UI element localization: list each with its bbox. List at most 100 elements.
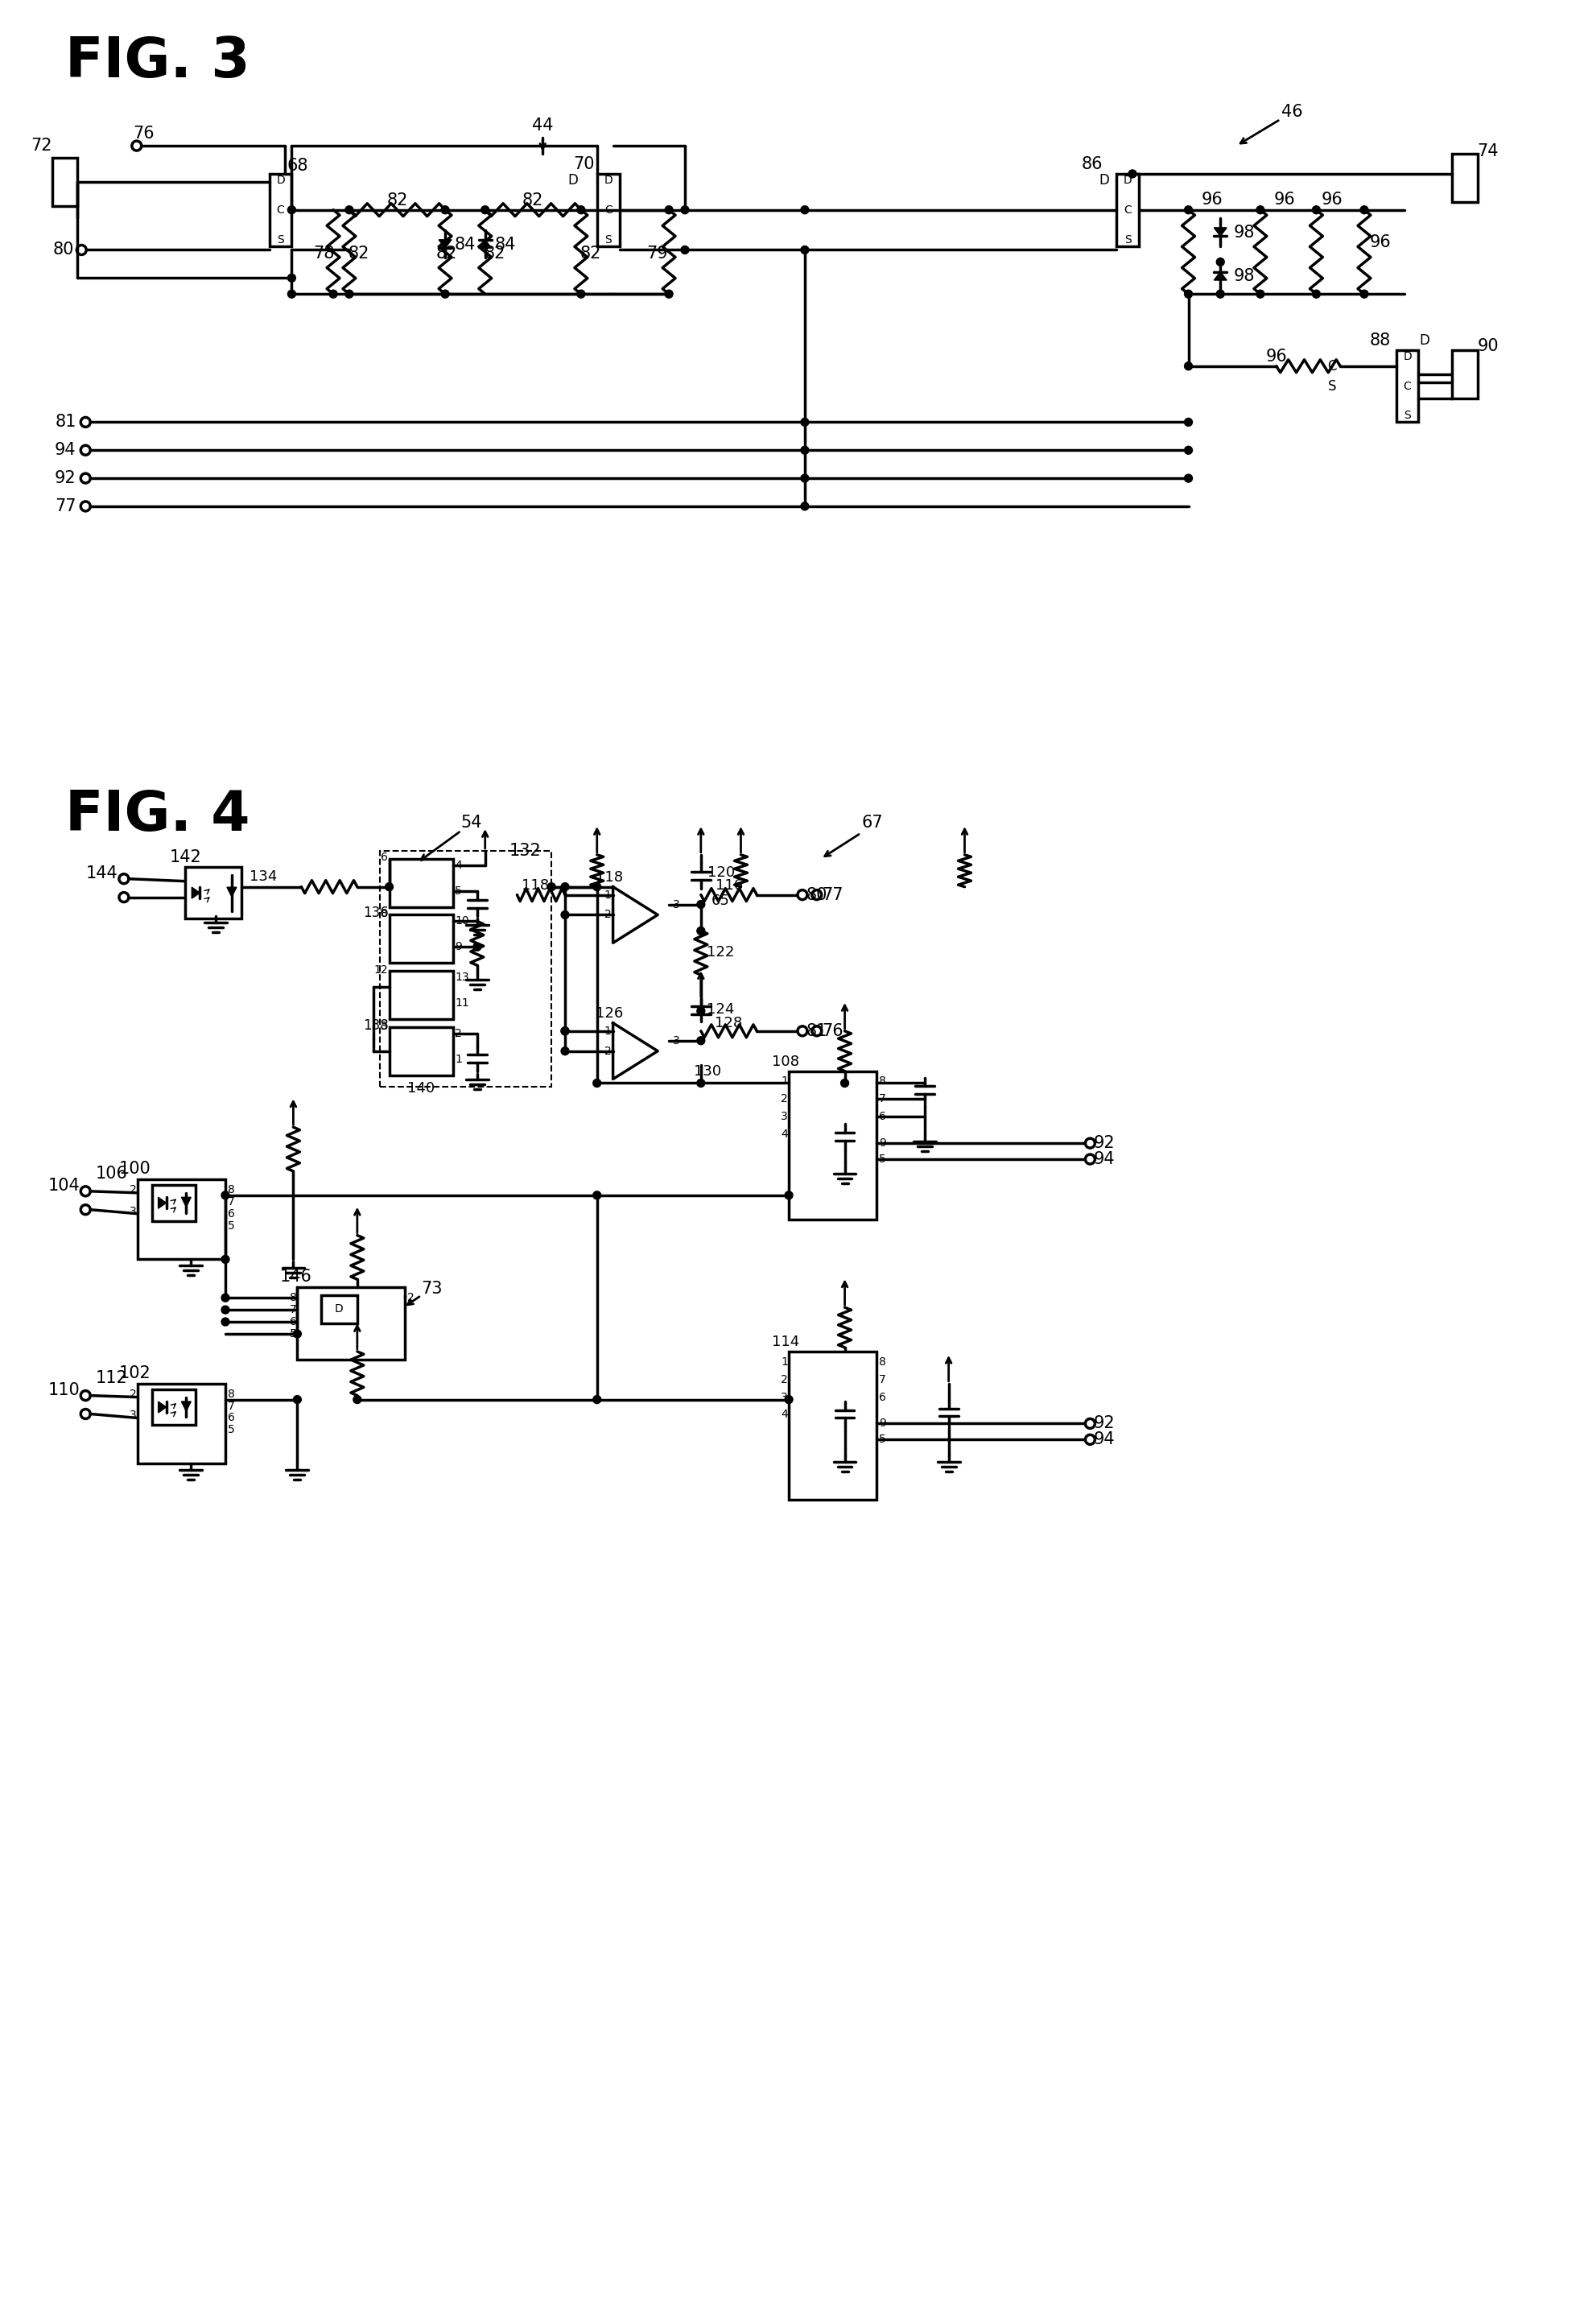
Text: FIG. 4: FIG. 4 [65, 788, 251, 841]
Text: 80: 80 [807, 888, 827, 904]
Circle shape [345, 207, 353, 214]
Bar [138, 1178, 225, 1260]
Circle shape [697, 1037, 705, 1043]
Text: 94: 94 [56, 442, 76, 458]
Text: 92: 92 [56, 469, 76, 486]
Text: 3: 3 [130, 1206, 137, 1218]
Text: S: S [276, 235, 284, 244]
Text: C: C [1404, 381, 1412, 393]
Circle shape [681, 207, 689, 214]
Text: 73: 73 [421, 1281, 441, 1297]
Text: 4: 4 [781, 1129, 788, 1141]
Text: 7: 7 [227, 1401, 235, 1411]
Text: 96: 96 [1274, 191, 1296, 207]
Text: 94: 94 [1094, 1432, 1115, 1448]
Text: 92: 92 [1094, 1134, 1115, 1150]
Circle shape [1312, 290, 1320, 297]
Text: 82: 82 [580, 246, 602, 263]
Text: 5: 5 [289, 1329, 297, 1339]
Text: 2: 2 [781, 1373, 788, 1385]
Circle shape [697, 927, 705, 934]
Text: 9: 9 [880, 1418, 886, 1429]
Circle shape [221, 1318, 229, 1325]
Text: S: S [1124, 235, 1131, 244]
Text: 140: 140 [408, 1081, 435, 1097]
Text: 7: 7 [227, 1197, 235, 1206]
Circle shape [576, 290, 584, 297]
Circle shape [473, 944, 481, 951]
Circle shape [1185, 446, 1193, 453]
Text: 74: 74 [1477, 144, 1499, 160]
Text: 65: 65 [711, 892, 730, 909]
Text: 2: 2 [605, 1046, 611, 1057]
Circle shape [1185, 418, 1193, 425]
Bar [186, 867, 241, 918]
Text: 96: 96 [1266, 349, 1288, 365]
Text: 118: 118 [522, 878, 549, 892]
Bar [1451, 351, 1478, 397]
Text: 2: 2 [408, 1292, 414, 1304]
Circle shape [329, 290, 337, 297]
Bar [1451, 153, 1478, 202]
Text: D: D [276, 174, 284, 186]
Text: 6: 6 [227, 1208, 235, 1220]
Circle shape [800, 207, 808, 214]
Text: 116: 116 [715, 878, 743, 892]
Text: C: C [1328, 358, 1337, 374]
Circle shape [287, 274, 295, 281]
Circle shape [800, 418, 808, 425]
Circle shape [561, 911, 569, 918]
Circle shape [592, 1078, 600, 1088]
Polygon shape [227, 888, 237, 897]
Text: 12: 12 [373, 964, 387, 976]
Text: 6: 6 [381, 851, 387, 862]
Text: 7: 7 [880, 1373, 886, 1385]
Circle shape [345, 290, 353, 297]
Circle shape [561, 1048, 569, 1055]
Text: FIG. 3: FIG. 3 [65, 35, 251, 88]
Text: 102: 102 [119, 1364, 151, 1380]
Circle shape [1185, 207, 1193, 214]
Text: 134: 134 [249, 869, 278, 883]
Text: 8: 8 [227, 1387, 235, 1399]
Circle shape [784, 1192, 792, 1199]
Text: D: D [335, 1304, 343, 1315]
Circle shape [592, 1192, 600, 1199]
Text: 1: 1 [781, 1076, 788, 1088]
Circle shape [561, 1027, 569, 1034]
Circle shape [800, 246, 808, 253]
Text: S: S [605, 235, 611, 244]
Text: 3: 3 [673, 899, 680, 911]
Text: 5: 5 [227, 1425, 235, 1436]
Polygon shape [159, 1401, 167, 1413]
Text: 122: 122 [707, 946, 735, 960]
Bar [138, 1383, 225, 1464]
Text: 2: 2 [130, 1387, 137, 1399]
Text: 92: 92 [1094, 1415, 1115, 1432]
Circle shape [681, 246, 689, 253]
Text: 9: 9 [454, 941, 462, 953]
Bar [270, 174, 292, 246]
Text: 8: 8 [880, 1357, 886, 1367]
Circle shape [1216, 258, 1224, 265]
Circle shape [1185, 474, 1193, 483]
Circle shape [1129, 170, 1137, 179]
Circle shape [441, 290, 449, 297]
Text: 7: 7 [289, 1304, 297, 1315]
Text: 136: 136 [362, 906, 389, 920]
Circle shape [1361, 290, 1369, 297]
Text: 6: 6 [289, 1315, 297, 1327]
Text: 86: 86 [1081, 156, 1104, 172]
Text: 2: 2 [781, 1095, 788, 1104]
Text: C: C [605, 205, 611, 216]
Circle shape [665, 207, 673, 214]
Text: D: D [1420, 332, 1429, 349]
Text: 142: 142 [170, 848, 202, 865]
Polygon shape [181, 1197, 191, 1206]
Text: 4: 4 [454, 860, 462, 872]
Text: D: D [1404, 351, 1412, 363]
Bar [389, 916, 453, 962]
Text: 8: 8 [289, 1292, 297, 1304]
Text: 1: 1 [605, 1025, 611, 1037]
Text: 90: 90 [1477, 337, 1499, 353]
